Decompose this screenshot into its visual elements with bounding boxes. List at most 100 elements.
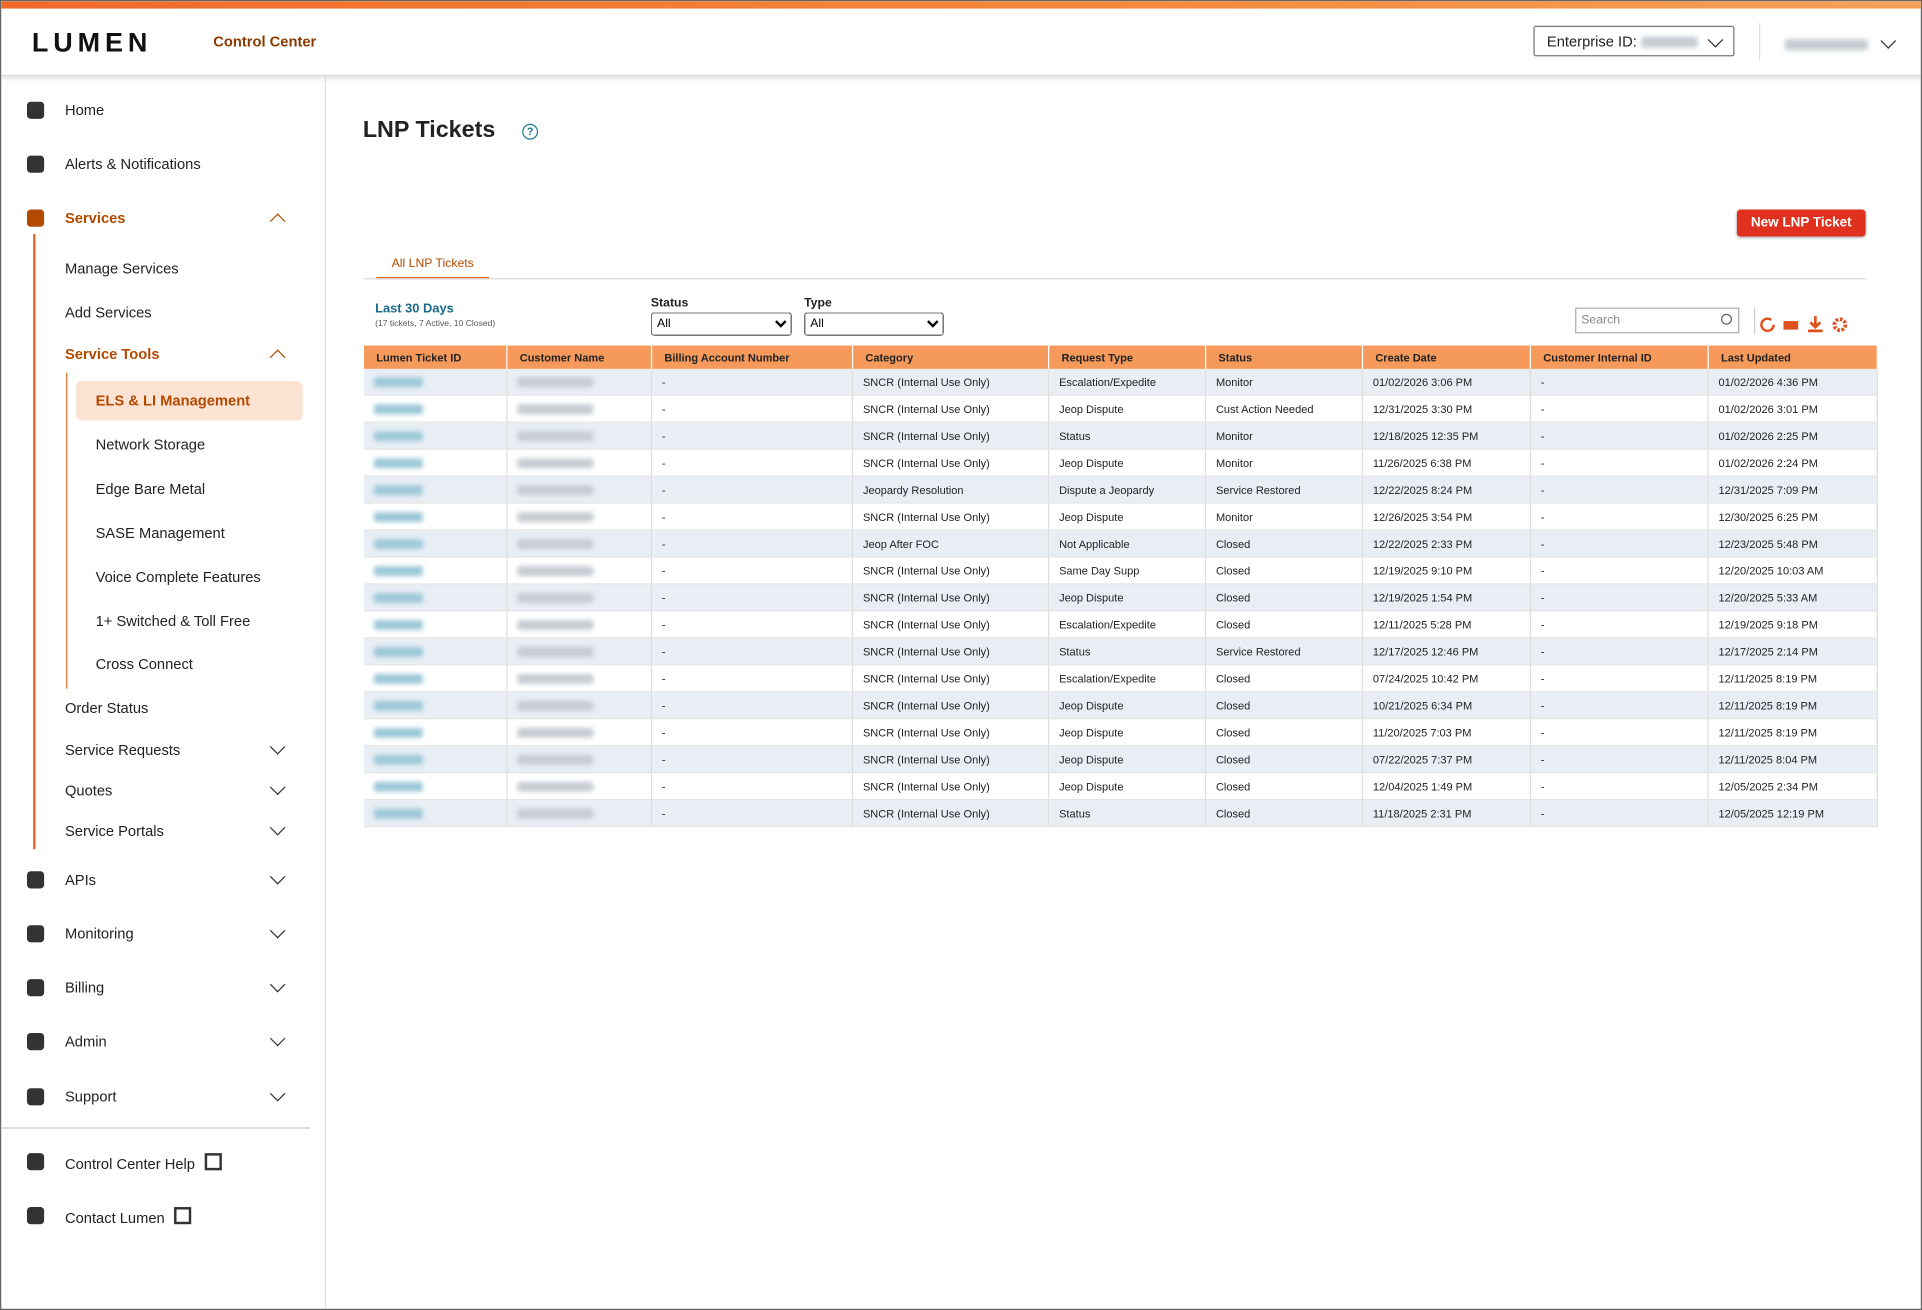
cell: - <box>1530 745 1709 774</box>
chevron[interactable] <box>269 1030 286 1047</box>
search-box[interactable]: Search <box>1575 307 1740 334</box>
cell: SNCR (Internal Use Only) <box>852 395 1050 423</box>
nav-item[interactable]: Contact Lumen <box>65 1207 192 1227</box>
nav-item[interactable]: Edge Bare Metal <box>95 480 206 498</box>
column-header[interactable]: Customer Name <box>506 345 653 369</box>
cell: - <box>651 799 854 828</box>
nav-item[interactable]: Network Storage <box>95 436 206 454</box>
ticket-id-cell[interactable] <box>364 503 508 531</box>
chevron[interactable] <box>269 349 286 366</box>
print-icon[interactable] <box>1783 321 1799 330</box>
nav-item[interactable]: Admin <box>64 1033 107 1051</box>
nav-item[interactable]: Services <box>64 209 126 227</box>
nav-item[interactable]: Service Requests <box>64 741 181 759</box>
ticket-id-cell[interactable] <box>364 664 508 693</box>
type-select[interactable]: All <box>804 312 944 336</box>
redacted <box>373 512 423 523</box>
nav-item[interactable]: Home <box>64 101 105 119</box>
chevron[interactable] <box>269 1085 286 1102</box>
chevron[interactable] <box>269 779 286 796</box>
column-header[interactable]: Lumen Ticket ID <box>364 345 508 369</box>
ticket-id-cell[interactable] <box>364 718 508 747</box>
cell: 10/21/2025 6:34 PM <box>1362 691 1531 720</box>
ticket-id-cell[interactable] <box>364 637 508 666</box>
cell: Closed <box>1205 691 1364 720</box>
nav-item[interactable]: SASE Management <box>95 524 225 542</box>
nav-item[interactable]: 1+ Switched & Toll Free <box>95 612 251 630</box>
ticket-id-cell[interactable] <box>364 530 508 558</box>
cell: - <box>651 583 854 612</box>
app-name[interactable]: Control Center <box>213 33 317 51</box>
cell: - <box>1530 556 1709 585</box>
nav-item[interactable]: Voice Complete Features <box>95 568 261 586</box>
ticket-id-cell[interactable] <box>364 772 508 801</box>
redacted <box>517 620 594 631</box>
column-header[interactable]: Billing Account Number <box>651 345 854 369</box>
nav-item[interactable]: Billing <box>64 979 105 997</box>
logo[interactable]: LUMEN <box>31 26 153 58</box>
cell: - <box>651 610 854 639</box>
ticket-id-cell[interactable] <box>364 395 508 423</box>
table-row: - SNCR (Internal Use Only) Jeop Dispute Mon… <box>364 503 1878 531</box>
nav-item[interactable]: Service Tools <box>64 345 160 363</box>
column-header[interactable]: Last Updated <box>1708 345 1878 369</box>
cell: - <box>1530 772 1709 801</box>
status-select[interactable]: All <box>650 312 792 336</box>
ticket-id-cell[interactable] <box>364 449 508 477</box>
customer-cell <box>506 691 653 720</box>
ticket-id-cell[interactable] <box>364 610 508 639</box>
ticket-id-cell[interactable] <box>364 368 508 396</box>
cell: SNCR (Internal Use Only) <box>852 449 1050 477</box>
nav-item[interactable]: Alerts & Notifications <box>64 155 201 173</box>
nav-icon <box>26 979 45 997</box>
chevron[interactable] <box>269 213 286 229</box>
tab[interactable]: All LNP Tickets <box>376 257 490 280</box>
nav-item[interactable]: Control Center Help <box>65 1153 222 1173</box>
cell: - <box>1530 476 1709 504</box>
user-menu[interactable] <box>1784 33 1897 56</box>
cell: Status <box>1048 422 1207 450</box>
ticket-id-cell[interactable] <box>364 745 508 774</box>
chevron[interactable] <box>269 819 286 836</box>
refresh-icon[interactable] <box>1760 317 1775 333</box>
chevron[interactable] <box>269 922 286 939</box>
column-header[interactable]: Category <box>852 345 1050 369</box>
ticket-id-cell[interactable] <box>364 476 508 504</box>
nav-item[interactable]: Service Portals <box>64 822 164 840</box>
chevron[interactable] <box>269 976 286 993</box>
download-icon[interactable] <box>1808 316 1823 333</box>
ticket-id-cell[interactable] <box>364 583 508 612</box>
nav-item[interactable]: Order Status <box>64 699 149 717</box>
chevron[interactable] <box>269 869 286 885</box>
range-link[interactable]: Last 30 Days <box>375 301 454 317</box>
ticket-id-cell[interactable] <box>364 691 508 720</box>
redacted <box>517 674 594 684</box>
ticket-id-cell[interactable] <box>364 422 508 450</box>
nav-item[interactable]: APIs <box>64 871 97 889</box>
nav-item[interactable]: Quotes <box>64 781 113 799</box>
nav-item[interactable]: Cross Connect <box>95 655 193 673</box>
column-header[interactable]: Request Type <box>1048 345 1207 369</box>
table-row: - SNCR (Internal Use Only) Jeop Dispute Clo… <box>364 718 1878 747</box>
column-header[interactable]: Status <box>1205 345 1364 369</box>
nav-item[interactable]: Add Services <box>64 303 152 322</box>
cell: - <box>651 718 854 747</box>
chevron[interactable] <box>269 739 286 755</box>
nav-item[interactable]: Manage Services <box>64 259 179 277</box>
customer-cell <box>506 610 653 639</box>
settings-icon[interactable] <box>1832 317 1848 333</box>
column-header[interactable]: Customer Internal ID <box>1530 345 1709 369</box>
table-row: - SNCR (Internal Use Only) Jeop Dispute Cus… <box>364 395 1878 423</box>
column-header[interactable]: Create Date <box>1362 345 1531 369</box>
ticket-id-cell[interactable] <box>364 799 508 828</box>
nav-item[interactable]: Monitoring <box>64 925 134 943</box>
enterprise-select[interactable]: Enterprise ID: <box>1533 25 1735 57</box>
cell: 12/11/2025 5:28 PM <box>1362 610 1531 639</box>
nav-item[interactable]: Support <box>64 1088 117 1106</box>
new-ticket-button[interactable]: New LNP Ticket <box>1736 209 1866 237</box>
help-icon[interactable]: ? <box>522 123 539 140</box>
cell: SNCR (Internal Use Only) <box>852 422 1050 450</box>
nav-item[interactable]: ELS & LI Management <box>95 392 251 410</box>
ticket-id-cell[interactable] <box>364 556 508 585</box>
